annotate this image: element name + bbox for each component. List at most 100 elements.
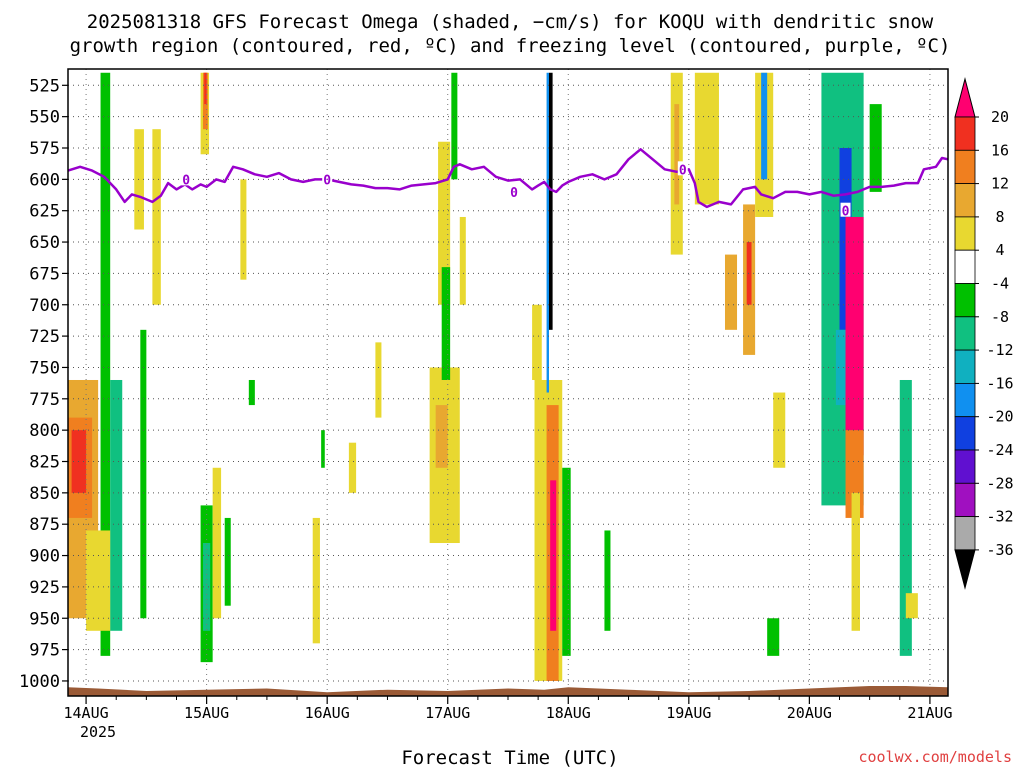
colorbar-label: -4	[991, 275, 1009, 293]
y-tick-label: 1000	[19, 672, 60, 692]
y-tick-label: 700	[29, 296, 60, 316]
y-tick-label: 800	[29, 421, 60, 441]
omega-cell	[694, 72, 719, 205]
omega-cell	[441, 267, 451, 380]
omega-cell	[134, 129, 144, 230]
colorbar-segment	[954, 416, 976, 451]
y-tick-label: 575	[29, 139, 60, 159]
x-tick-label: 21AUG	[907, 704, 952, 722]
colorbar-top-arrow	[954, 77, 976, 118]
freezing-level-line	[67, 148, 949, 209]
omega-cell	[100, 72, 111, 656]
y-tick-label: 975	[29, 641, 60, 661]
omega-cell	[140, 329, 147, 619]
x-axis-year-label: 2025	[80, 723, 116, 741]
omega-cell	[152, 129, 161, 305]
freezing-label-bg	[322, 171, 333, 186]
omega-cell	[212, 467, 222, 619]
y-tick-label: 775	[29, 390, 60, 410]
colorbar-label: -8	[991, 308, 1009, 326]
freezing-level-contour: 0 0 0 0 0	[67, 148, 949, 220]
chart-title-line-2: growth region (contoured, red, ºC) and f…	[70, 35, 951, 57]
freezing-level-label: 0	[323, 173, 331, 188]
x-tick-label: 16AUG	[305, 704, 350, 722]
colorbar-segment	[954, 482, 976, 517]
omega-cell	[767, 618, 780, 656]
omega-cell	[674, 104, 680, 205]
colorbar-label: 8	[995, 208, 1004, 226]
colorbar-segment	[954, 316, 976, 351]
y-tick-label: 600	[29, 170, 60, 190]
y-axis-ticks: 525 550 575 600 625 650 675 700 725 750 775 800 825 8…	[19, 76, 68, 692]
freezing-label-bg	[181, 171, 192, 186]
omega-cell	[548, 72, 553, 330]
y-tick-label: 525	[29, 76, 60, 96]
colorbar-label: -16	[986, 374, 1013, 392]
y-tick-label: 900	[29, 547, 60, 567]
x-tick-label: 18AUG	[546, 704, 591, 722]
colorbar-segment	[954, 216, 976, 251]
omega-cell	[604, 530, 611, 631]
plot-area: 0 0 0 0 0	[67, 68, 949, 697]
y-tick-label: 825	[29, 453, 60, 473]
y-tick-label: 950	[29, 609, 60, 629]
colorbar-bottom-arrow	[954, 549, 976, 590]
colorbar-label: 4	[995, 241, 1004, 259]
terrain-fill	[68, 686, 948, 696]
colorbar-segment	[954, 382, 976, 418]
colorbar-segment	[954, 183, 976, 218]
credit-link[interactable]: coolwx.com/models	[858, 748, 1012, 766]
freezing-level-label: 0	[510, 186, 518, 201]
omega-cell	[905, 593, 918, 619]
omega-cell	[248, 379, 255, 406]
freezing-label-bg	[840, 202, 851, 217]
y-tick-label: 625	[29, 202, 60, 222]
colorbar-segment	[954, 516, 976, 551]
colorbar-label: -20	[986, 408, 1013, 426]
x-tick-label: 19AUG	[666, 704, 711, 722]
omega-cell	[204, 72, 207, 105]
y-tick-label: 875	[29, 515, 60, 535]
x-tick-label: 14AUG	[64, 704, 109, 722]
omega-cell	[110, 379, 123, 631]
omega-cell	[312, 517, 320, 644]
y-tick-label: 725	[29, 327, 60, 347]
omega-cell	[321, 430, 325, 468]
y-tick-label: 675	[29, 264, 60, 284]
colorbar-segment	[954, 249, 976, 284]
colorbar-label: 20	[991, 108, 1009, 126]
terrain	[68, 686, 948, 696]
colorbar-label: 12	[991, 175, 1009, 193]
colorbar-label: -28	[986, 474, 1013, 492]
omega-cell	[845, 216, 864, 456]
colorbar-segment	[954, 283, 976, 318]
plot-background	[68, 69, 948, 696]
omega-cell	[459, 216, 466, 305]
y-tick-label: 750	[29, 358, 60, 378]
freezing-level-label: 0	[182, 173, 190, 188]
omega-cell	[532, 304, 542, 380]
y-tick-label: 550	[29, 108, 60, 128]
colorbar-label: -32	[986, 508, 1013, 526]
y-tick-label: 650	[29, 233, 60, 253]
colorbar-segment	[954, 349, 976, 384]
x-axis-title: Forecast Time (UTC)	[401, 747, 618, 768]
omega-cell	[348, 442, 357, 493]
omega-cell	[724, 254, 738, 330]
omega-cell	[86, 530, 111, 631]
freezing-level-label: 0	[679, 163, 687, 178]
omega-cell	[224, 517, 231, 606]
omega-cell	[869, 104, 882, 192]
omega-cell	[562, 467, 571, 656]
freezing-level-label: 0	[842, 205, 850, 220]
omega-cell	[835, 329, 846, 406]
colorbar-label: -24	[986, 441, 1013, 459]
omega-cell	[546, 72, 549, 393]
omega-cell	[451, 72, 458, 180]
omega-cell	[375, 342, 382, 418]
omega-cell	[203, 543, 211, 631]
colorbar-label: -36	[986, 541, 1013, 559]
colorbar-segment	[954, 116, 976, 151]
colorbar: 20 16 12 8 4 -4 -8 -12 -16 -20 -24 -28 -32 -36	[954, 77, 1014, 590]
